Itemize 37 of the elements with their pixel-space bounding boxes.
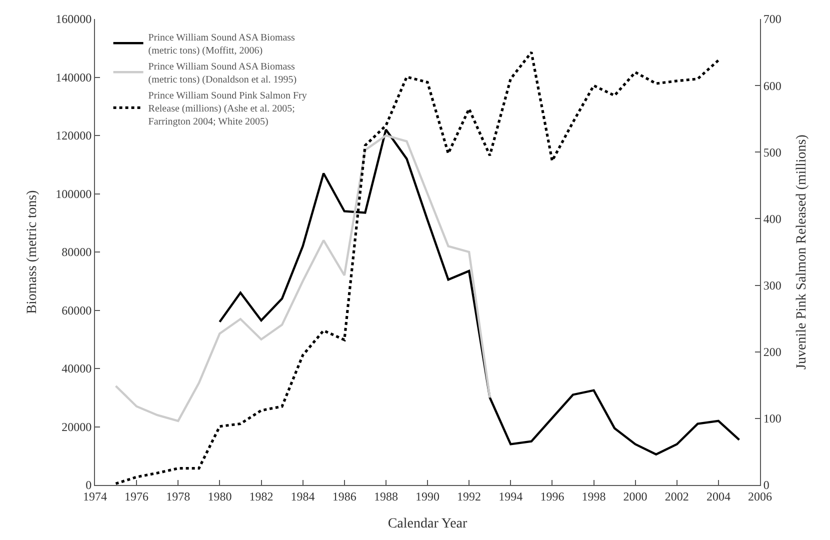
y2-tick-label: 300 — [763, 278, 782, 292]
y2-axis-title: Juvenile Pink Salmon Released (millions) — [794, 134, 810, 370]
x-tick-label: 1976 — [124, 489, 149, 504]
legend-label: Prince William Sound ASA Biomass (metric tons) (Donaldson et al. 1995) — [148, 62, 297, 86]
y2-tick-label: 600 — [763, 78, 782, 93]
y-axis-title: Biomass (metric tons) — [25, 190, 40, 314]
y2-tick-label: 400 — [763, 212, 782, 226]
y-tick-label: 20000 — [62, 420, 92, 434]
y2-tick-label: 700 — [763, 12, 782, 26]
y2-tick-label: 500 — [763, 145, 782, 160]
x-tick-label: 1984 — [290, 489, 315, 504]
x-axis-title: Calendar Year — [388, 516, 468, 532]
x-tick-label: 1998 — [582, 489, 606, 504]
y-tick-label: 40000 — [62, 362, 92, 376]
y-tick-label: 120000 — [56, 128, 92, 143]
y-tick-label: 80000 — [62, 245, 92, 260]
x-tick-label: 1992 — [457, 489, 482, 504]
y-tick-label: 140000 — [56, 70, 92, 84]
y-tick-label: 100000 — [56, 186, 92, 201]
y-tick-label: 60000 — [62, 303, 92, 318]
legend-label: Prince William Sound Pink Salmon Fry Release (millions) (Ashe et al. 2005; Farrington 2004; White 2005) — [148, 90, 307, 128]
x-tick-label: 2004 — [706, 489, 730, 504]
x-tick-label: 1982 — [249, 489, 274, 504]
x-tick-label: 2000 — [623, 489, 648, 504]
x-tick-label: 2002 — [664, 489, 689, 504]
x-tick-label: 1994 — [498, 489, 523, 504]
legend-label: Prince William Sound ASA Biomass (metric tons) (Moffitt, 2006) — [148, 32, 296, 57]
x-tick-label: 1988 — [374, 489, 398, 504]
x-tick-label: 1978 — [166, 489, 190, 504]
x-tick-label: 1996 — [540, 489, 564, 504]
y2-tick-label: 100 — [763, 412, 782, 426]
y-tick-label: 160000 — [56, 12, 92, 26]
y2-tick-label: 200 — [763, 345, 782, 360]
x-tick-label: 1986 — [332, 489, 356, 504]
line-series — [114, 134, 491, 422]
x-tick-label: 1990 — [416, 489, 440, 504]
x-tick-label: 1980 — [208, 489, 232, 504]
